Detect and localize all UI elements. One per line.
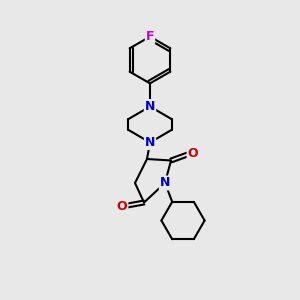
Text: F: F <box>146 30 154 43</box>
Text: N: N <box>145 100 155 113</box>
Text: N: N <box>160 176 170 190</box>
Text: N: N <box>145 136 155 149</box>
Text: O: O <box>117 200 128 213</box>
Text: O: O <box>188 147 198 161</box>
